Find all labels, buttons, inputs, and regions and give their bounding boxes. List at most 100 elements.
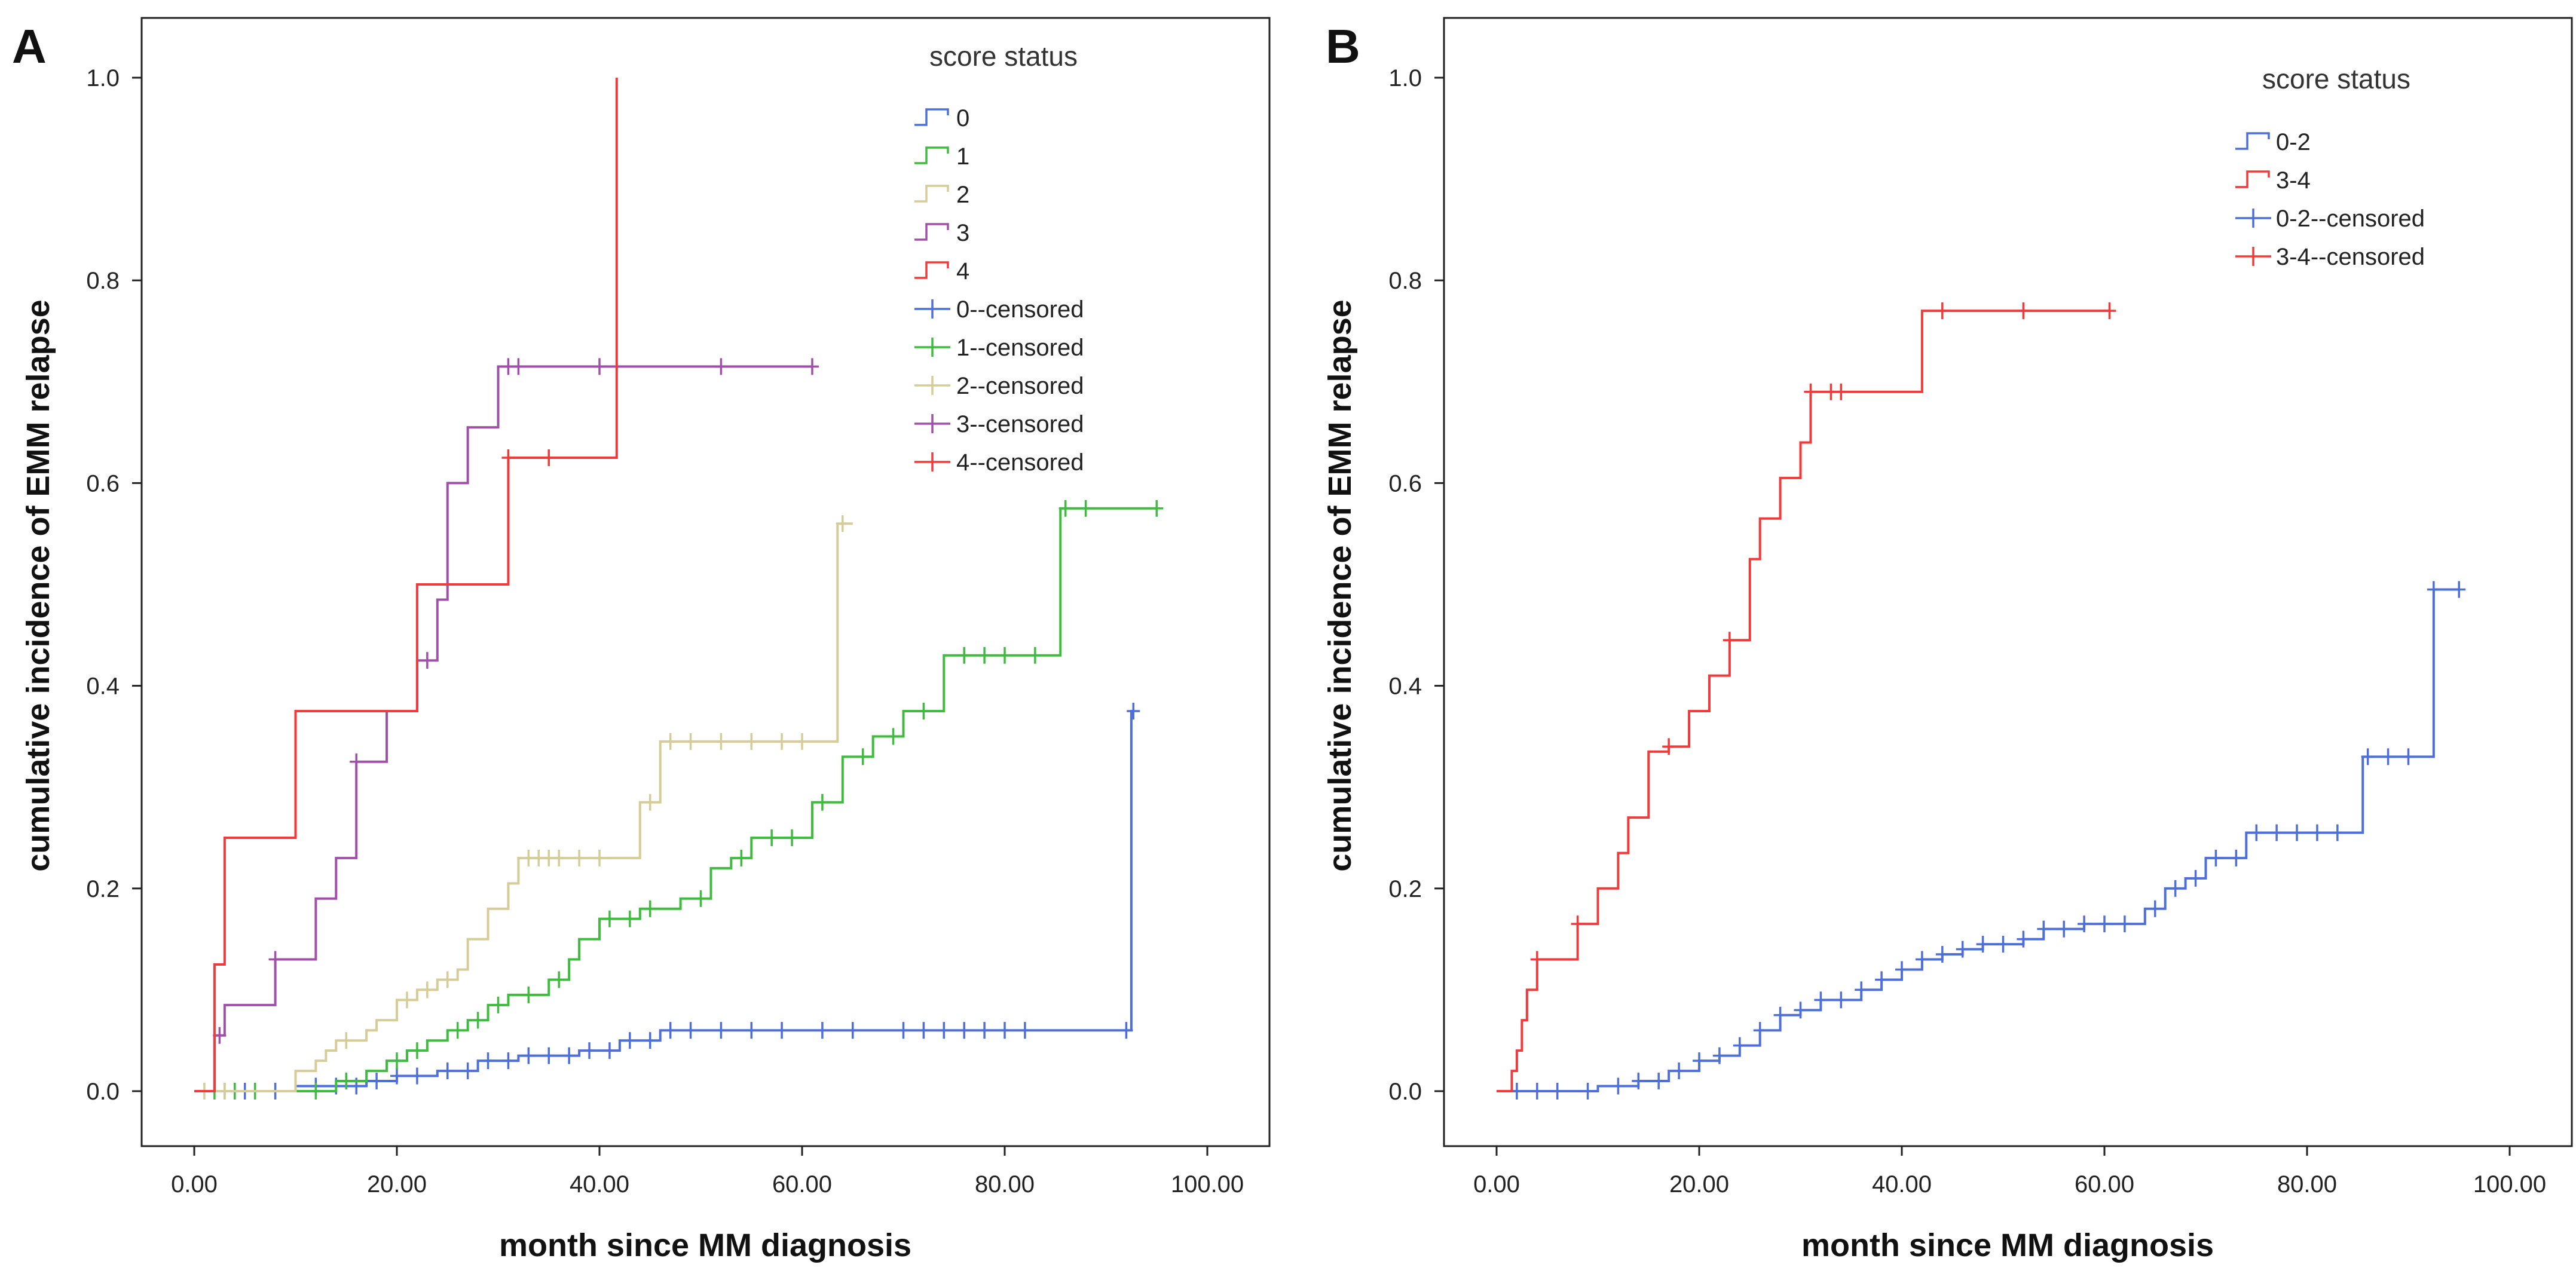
panel-b-series-0-2-censor-mark: [2401, 748, 2415, 765]
panel-b-series-0-2-censor-mark: [1773, 1006, 1787, 1024]
panel-a-y-axis-title: cumulative incidence of EMM relapse: [20, 299, 56, 871]
panel-a-series-1-censor-mark: [765, 829, 779, 846]
panel-b-series-3-4-censor-mark: [1834, 383, 1848, 400]
panel-b-series-0-2-censor-mark: [1996, 936, 2010, 953]
panel-b-series-0-2-censor-mark: [1712, 1047, 1726, 1064]
panel-a-series-3-censor-mark: [805, 358, 819, 375]
panel-b-series-0-2-censor-mark: [1855, 981, 1868, 999]
panel-a-series-0-censor-mark: [643, 1032, 657, 1049]
panel-a-series-0-censor-mark: [461, 1062, 475, 1080]
panel-a-series-2-line: [194, 522, 853, 1092]
panel-b-series-0-2-censor-mark: [1611, 1077, 1625, 1095]
panel-a-legend-step-symbol: [914, 261, 949, 279]
panel-a-series-2-censor-mark: [796, 733, 809, 750]
panel-a-series-4-censor-mark: [542, 449, 556, 466]
panel-b-legend-item: 0-2: [2235, 129, 2311, 155]
panel-b-series-0-2-censor-mark: [2017, 930, 2030, 948]
panel-b-x-tick-label: 100.00: [2473, 1171, 2546, 1198]
panel-b-series-0-2-censor-mark: [1672, 1062, 1686, 1080]
panel-a-series-0-censor-mark: [846, 1022, 859, 1039]
panel-b-series-0-2-censor-mark: [2361, 748, 2375, 765]
panel-a-y-tick-label: 0.8: [86, 268, 120, 294]
panel-b-series-0-2-censor-mark: [1834, 991, 1848, 1009]
panel-a-series-1-censor-mark: [694, 890, 708, 907]
panel-b-legend-step-symbol: [2235, 170, 2270, 188]
panel-a-x-tick-label: 0.00: [171, 1171, 218, 1198]
panel-a-y-tick-label: 0.2: [86, 876, 120, 902]
panel-b-series-0-2-censor-mark: [1632, 1073, 1645, 1090]
panel-a-series-0-censor-mark: [542, 1047, 556, 1064]
panel-a-legend-item: 2: [914, 182, 969, 208]
panel-a-legend-item: 2--censored: [914, 373, 1084, 399]
panel-a-series-1-censor-mark: [856, 748, 870, 765]
panel-a-y-tick-label: 0.0: [86, 1079, 120, 1105]
panel-a-series-2-censor-mark: [663, 733, 677, 750]
panel-a-series-2-censor-mark: [684, 733, 697, 750]
panel-b-legend: score status 0-2 3-4 0-2--censored 3-4--cens…: [2235, 63, 2425, 270]
panel-a-series-2-censor-mark: [552, 849, 566, 866]
panel-b-series-0-2-censor-mark: [1814, 991, 1828, 1009]
panel-b-series-0-2-censor-mark: [2189, 869, 2202, 887]
panel-a-series-1-censor-mark: [917, 703, 931, 719]
panel-b-series-0-2-censor-mark: [2057, 920, 2071, 938]
panel-a-series-4-line: [194, 78, 618, 1092]
panel-b-x-tick-label: 0.00: [1473, 1171, 1520, 1198]
panel-a-series-1-censor-mark: [552, 971, 566, 988]
panel-b-series-3-4-censor-mark: [1571, 915, 1584, 933]
panel-a-series-0-censor-mark: [998, 1022, 1011, 1039]
panel-a-series-0-censor-mark: [501, 1052, 515, 1070]
panel-a-series-0-censor-mark: [775, 1022, 789, 1039]
panel-a-series-1-censor-mark: [815, 794, 829, 811]
panel-a-series-0-censor-mark: [623, 1032, 637, 1049]
panel-b-series-3-4-censor-mark: [1935, 302, 1949, 320]
panel-b-y-tick-label: 0.2: [1388, 876, 1422, 902]
panel-b-y-tick-label: 0.8: [1388, 268, 1422, 294]
panel-a-series-2-censor-mark: [573, 849, 586, 866]
panel-b-series-0-2-censor-mark: [2290, 824, 2304, 841]
panel-a-series-2-censor-mark: [643, 794, 657, 811]
panel-b-legend-step-symbol: [2235, 132, 2270, 150]
panel-a-x-tick-label: 60.00: [772, 1171, 832, 1198]
panel-a-series-1-censor-mark: [451, 1022, 464, 1039]
panel-b-series-0-2-censor-mark: [1753, 1022, 1767, 1039]
panel-b-legend-label: 3-4--censored: [2276, 244, 2425, 270]
panel-b-series-0-2-censor-mark: [1915, 951, 1929, 968]
panel-a-series-1-line: [194, 507, 1157, 1092]
panel-b-series-3-4-censor-mark: [1723, 632, 1736, 649]
panel-a-series-0-censor-mark: [917, 1022, 931, 1039]
panel-a-series-0-censor-mark: [410, 1067, 424, 1085]
panel-a-legend-label: 2: [956, 182, 969, 208]
panel-a-series-0-censor-mark: [390, 1067, 403, 1085]
panel-b-series-3-4-censor-mark: [2017, 302, 2030, 320]
panel-a-x-tick-label: 80.00: [975, 1171, 1035, 1198]
panel-label-b: B: [1326, 20, 1360, 73]
panel-a-legend-item: 1: [914, 143, 969, 170]
panel-b-y-tick-label: 0.4: [1388, 673, 1422, 700]
panel-a-series-1-censor-mark: [522, 986, 536, 1003]
panel-a-series-0-censor-mark: [562, 1047, 576, 1064]
panel-a-series-3-censor-mark: [350, 753, 363, 770]
panel-b-series-0-2-censor-mark: [2229, 849, 2243, 866]
panel-a-legend-label: 1--censored: [956, 335, 1084, 361]
panel-a-legend-item: 4: [914, 258, 969, 284]
panel-b-x-axis-title: month since MM diagnosis: [1801, 1227, 2214, 1263]
panel-a-series-0-censor-mark: [583, 1042, 596, 1059]
panel-a-y-tick-label: 0.6: [86, 470, 120, 497]
panel-a-legend-item: 3--censored: [914, 411, 1084, 437]
panel-a-legend-item: 4--censored: [914, 449, 1084, 476]
panel-a-series-4-censor-mark: [501, 449, 515, 466]
panel-a-series-1-censor-mark: [390, 1052, 403, 1070]
panel-a-series-2-censor-mark: [836, 515, 849, 532]
panel-b-series-0-2-censor-mark: [2381, 748, 2395, 765]
panel-a-series-0-censor-mark: [1119, 1022, 1133, 1039]
panel-a-series-1-censor-mark: [1079, 500, 1093, 517]
panel-a-series-3-censor-mark: [512, 358, 525, 375]
panel-b-series-0-2-censor-mark: [2078, 915, 2091, 933]
panel-a: A 0.00 20.00 40.00 60.00 80.00 100.000.00.20.…: [12, 17, 1271, 1263]
panel-a-series-2-censor-mark: [440, 971, 454, 988]
panel-b-series-0-2-censor-mark: [2270, 824, 2284, 841]
panel-b-series-0-2-censor-mark: [1976, 936, 1990, 953]
panel-a-series-0-censor-mark: [745, 1022, 758, 1039]
panel-a-series-2-censor-mark: [745, 733, 758, 750]
panel-a-series-3-censor-mark: [420, 652, 434, 669]
